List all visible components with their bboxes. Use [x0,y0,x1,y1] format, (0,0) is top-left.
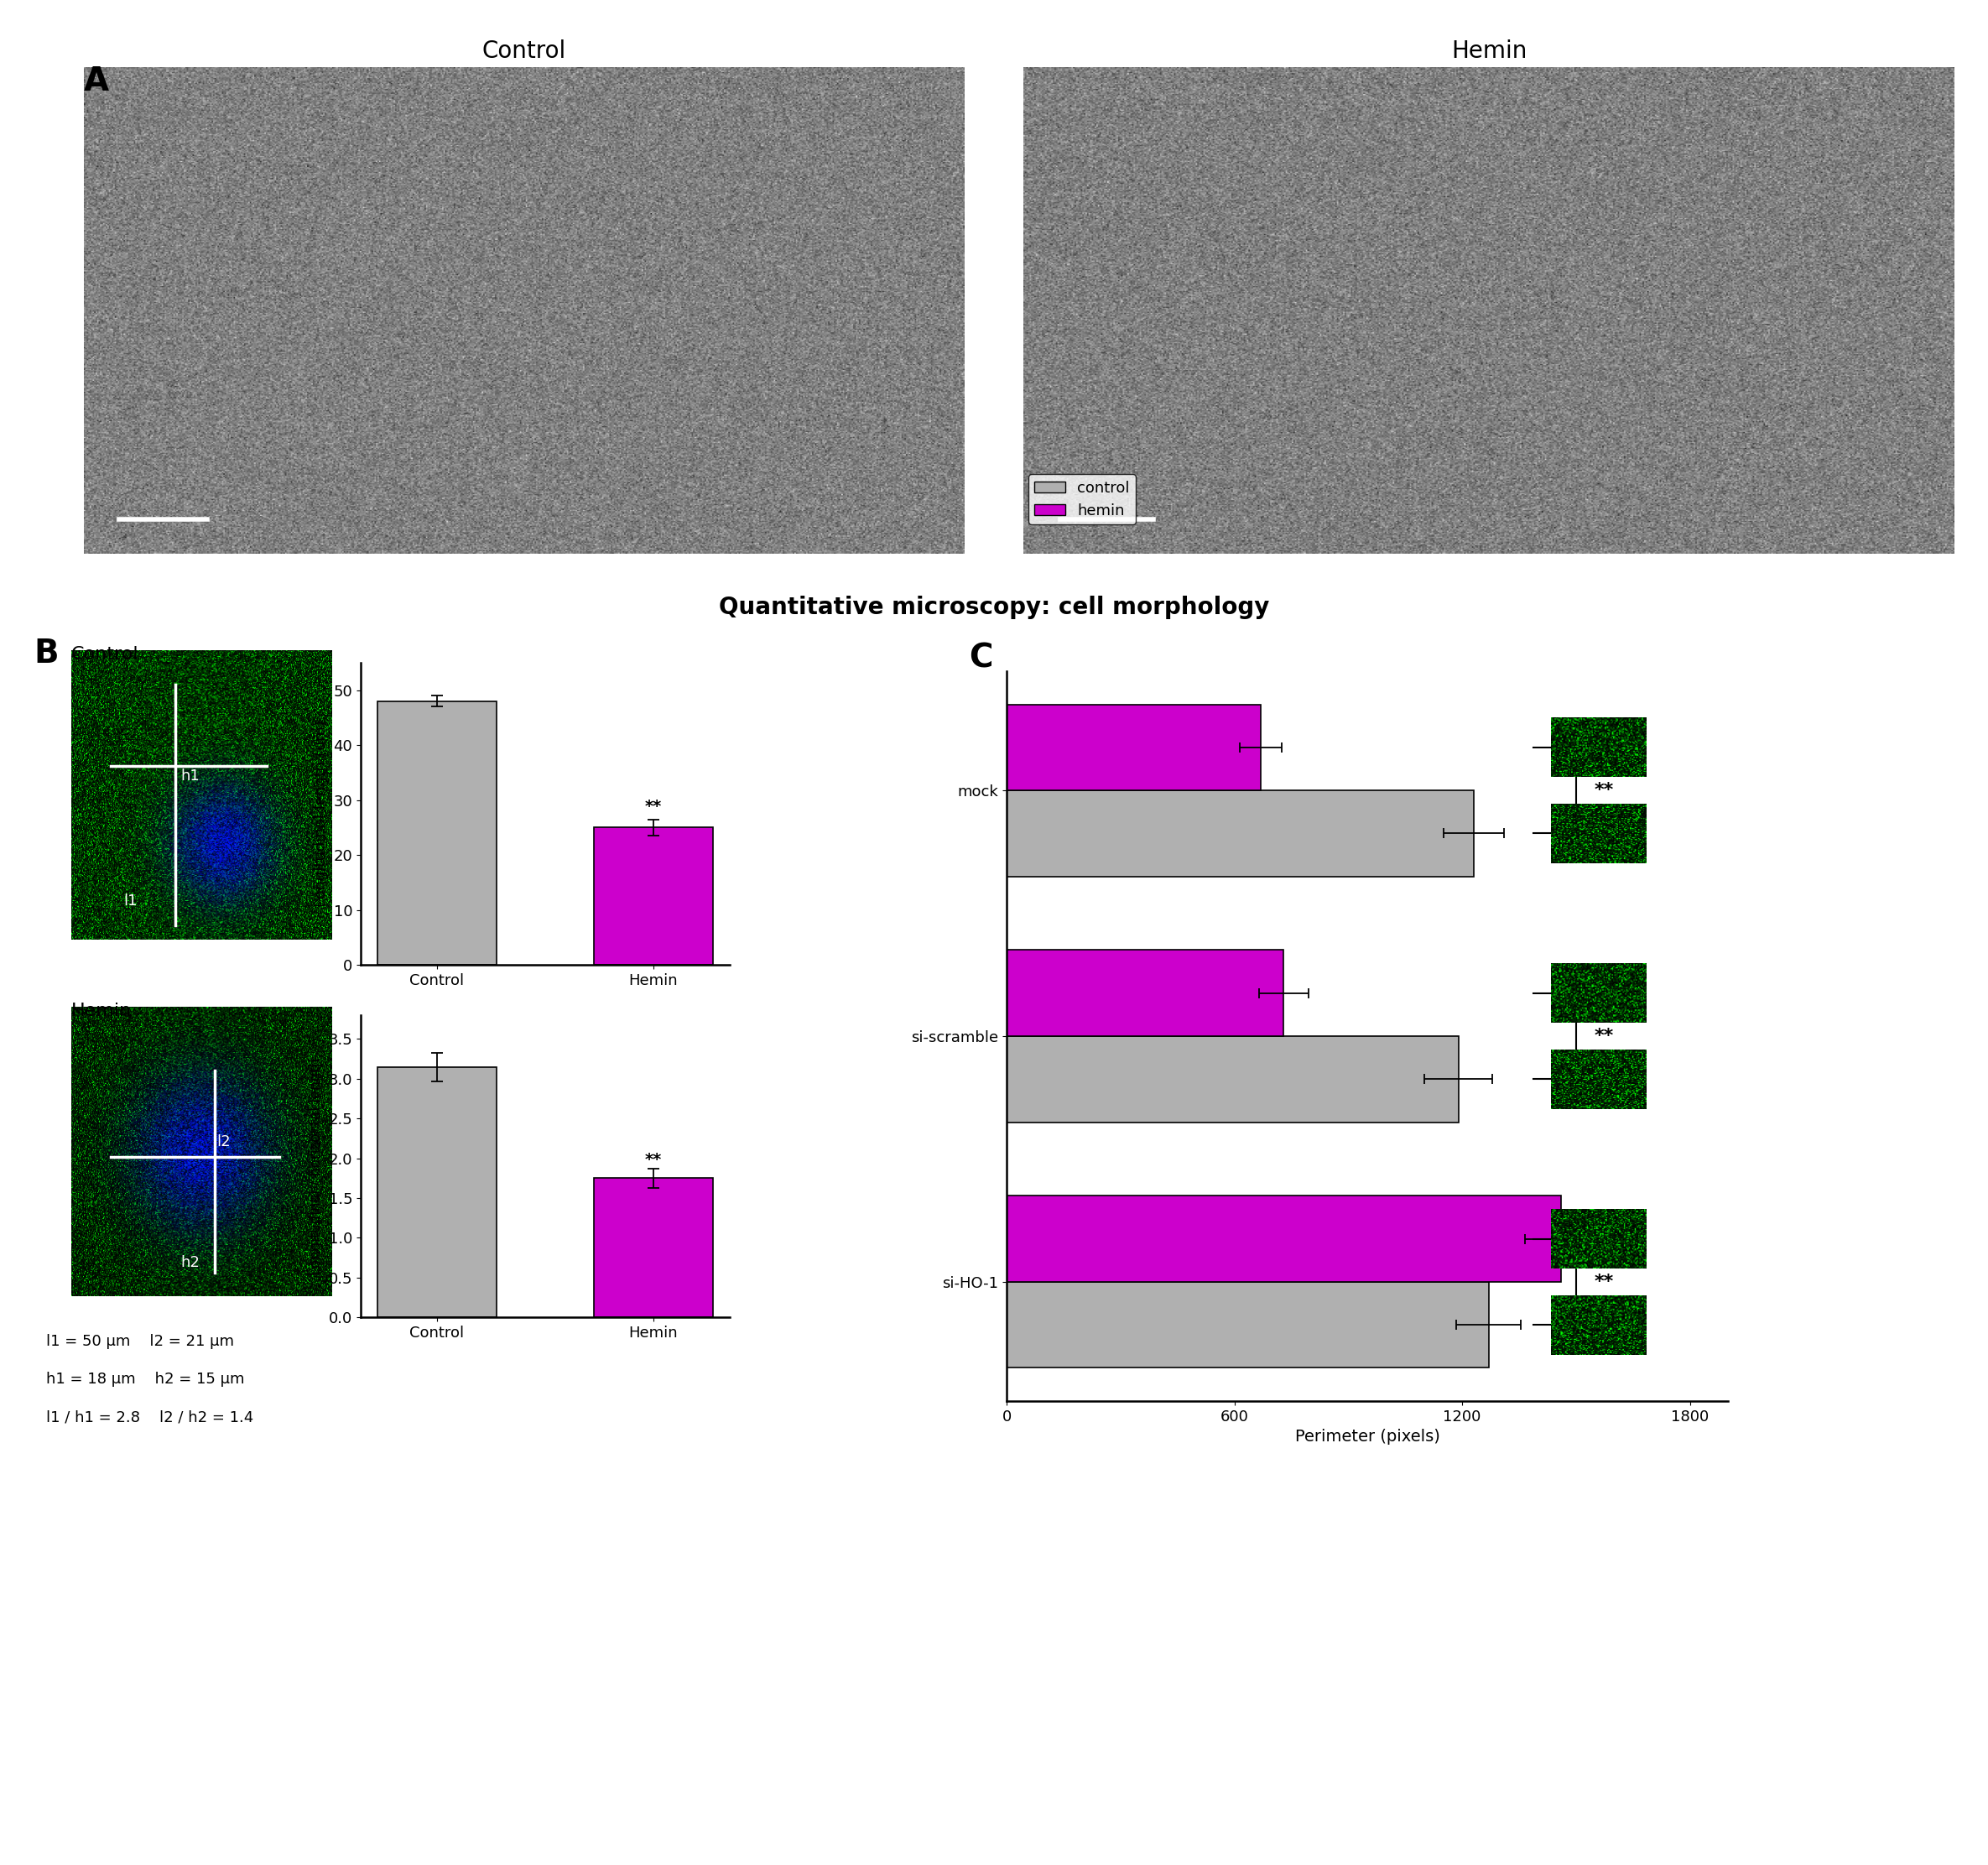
Title: Hemin: Hemin [1451,39,1527,63]
Bar [1006,1195,1561,1281]
Bar [594,1179,714,1317]
Bar [378,1067,497,1317]
Text: l1 / h1 = 2.8    l2 / h2 = 1.4: l1 / h1 = 2.8 l2 / h2 = 1.4 [46,1410,254,1425]
Text: l1 = 50 μm    l2 = 21 μm: l1 = 50 μm l2 = 21 μm [46,1333,235,1348]
Bar [1006,1281,1489,1367]
Bar [1006,791,1473,877]
Text: Hemin: Hemin [72,1003,131,1020]
Y-axis label: Longitudinal length (um): Longitudinal length (um) [314,720,328,906]
Bar [1006,705,1260,791]
Y-axis label: Longitudinal / horizontal length: Longitudinal / horizontal length [308,1057,324,1276]
Text: **: ** [1594,1028,1614,1044]
Bar [594,828,714,964]
X-axis label: Perimeter (pixels): Perimeter (pixels) [1294,1429,1439,1445]
Text: **: ** [644,1153,662,1167]
Text: **: ** [1594,1274,1614,1291]
Text: **: ** [644,798,662,815]
Bar [1006,1037,1459,1123]
Text: Control: Control [72,645,139,662]
Text: h1 = 18 μm    h2 = 15 μm: h1 = 18 μm h2 = 15 μm [46,1371,245,1388]
Text: Quantitative microscopy: cell morphology: Quantitative microscopy: cell morphology [720,595,1268,619]
Text: B: B [34,638,58,670]
Text: l1: l1 [123,893,137,908]
Bar [1006,949,1284,1037]
Bar [378,701,497,964]
Title: Control: Control [483,39,567,63]
Text: l2: l2 [217,1134,231,1149]
Text: h2: h2 [181,1255,199,1270]
Text: A: A [83,65,109,97]
Legend: control, hemin: control, hemin [1028,474,1135,524]
Text: C: C [968,642,992,673]
Text: **: ** [1594,781,1614,798]
Text: h1: h1 [181,768,199,783]
